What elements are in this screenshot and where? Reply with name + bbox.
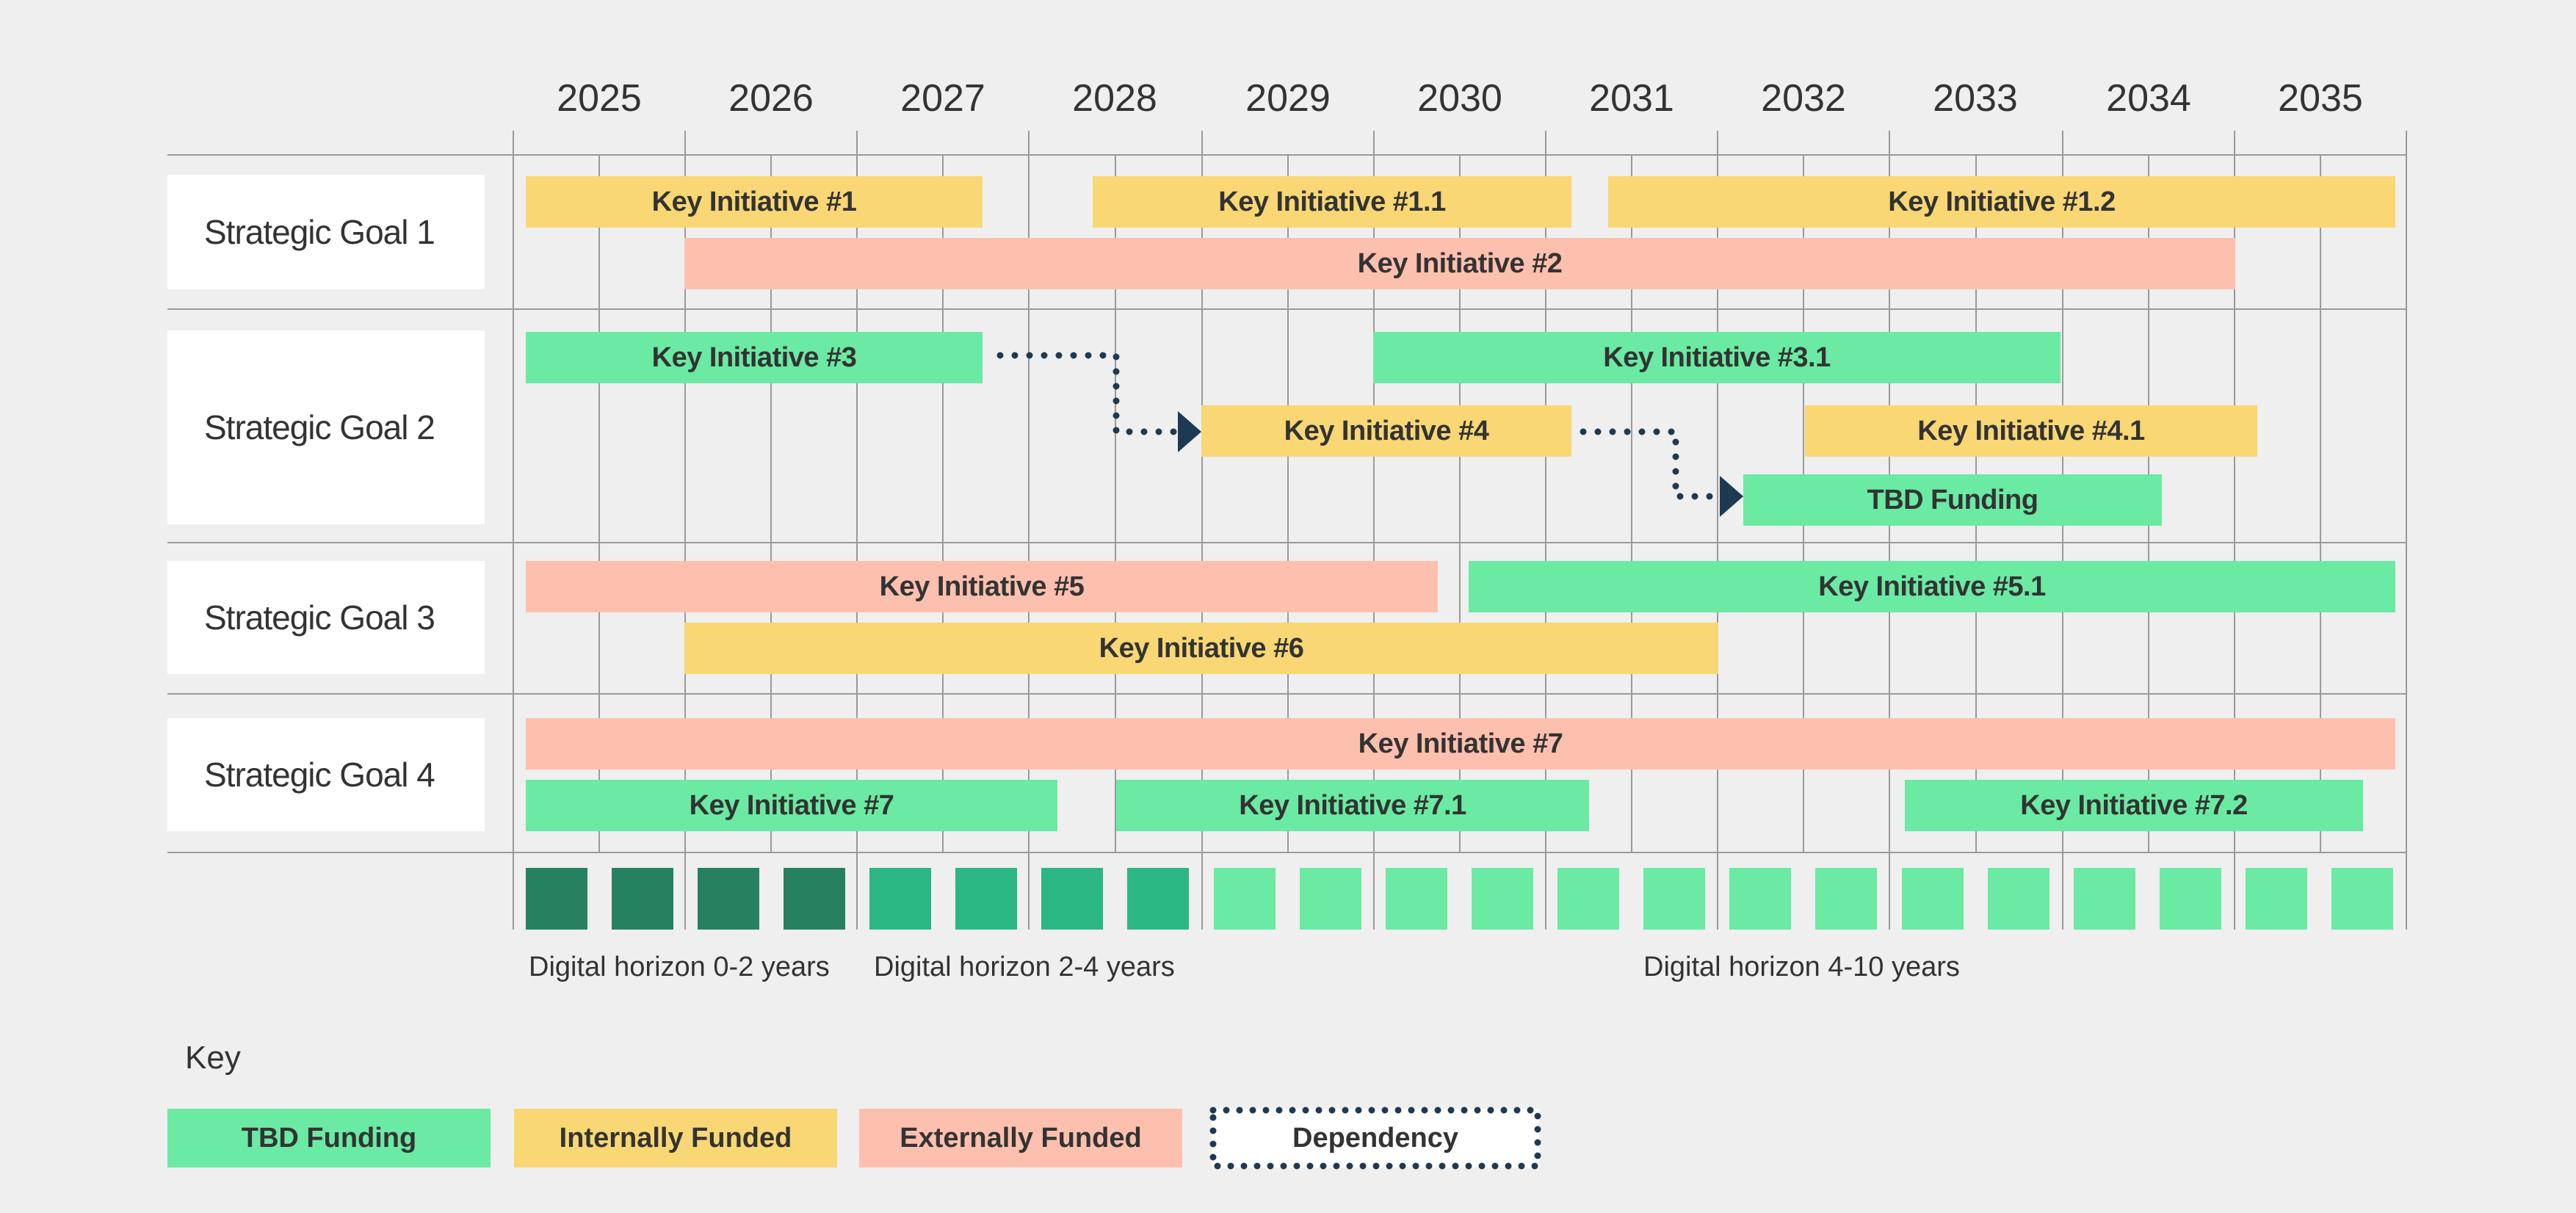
grid-line [2062, 131, 2063, 930]
grid-line [1115, 154, 1116, 852]
horizon-square-far [1386, 868, 1447, 930]
row-divider [167, 693, 2407, 695]
horizon-square-far [1815, 868, 1877, 930]
initiative-bar-7-2: Key Initiative #7.2 [1905, 780, 2363, 831]
initiative-bar-5: Key Initiative #5 [526, 561, 1438, 612]
year-label: 2034 [2106, 77, 2191, 120]
row-divider [167, 308, 2407, 310]
dependency-arrow-3-to-4 [996, 352, 1201, 452]
grid-line [1201, 131, 1203, 930]
legend-externally-funded: Externally Funded [859, 1109, 1182, 1167]
grid-line [856, 131, 858, 930]
grid-line [770, 154, 772, 852]
horizon-square-far [1902, 868, 1964, 930]
year-label: 2030 [1417, 77, 1502, 120]
grid-line [598, 154, 600, 852]
dependency-arrow-4-to-tbd [1580, 428, 1743, 517]
horizon-square-far [2160, 868, 2221, 930]
year-label: 2025 [557, 77, 642, 120]
horizon-square-near [612, 868, 673, 930]
strategic-goal-4: Strategic Goal 4 [167, 718, 485, 831]
legend-tbd-funding: TBD Funding [167, 1109, 491, 1167]
initiative-bar-7: Key Initiative #7 [526, 718, 2395, 770]
grid-line [1459, 154, 1461, 852]
grid-line [1287, 154, 1289, 852]
initiative-bar-3: Key Initiative #3 [526, 332, 983, 383]
grid-line [1028, 131, 1030, 930]
horizon-square-far [1214, 868, 1276, 930]
grid-line [2234, 131, 2235, 930]
grid-line [2320, 154, 2321, 852]
initiative-bar-7-1: Key Initiative #7.1 [1116, 780, 1589, 831]
horizon-square-mid [1041, 868, 1103, 930]
horizon-square-near [526, 868, 587, 930]
year-label: 2027 [900, 77, 985, 120]
horizon-square-far [1300, 868, 1361, 930]
year-label: 2028 [1072, 77, 1157, 120]
initiative-bar-2: Key Initiative #2 [684, 238, 2235, 289]
legend-dependency: Dependency [1212, 1109, 1539, 1167]
grid-line [1717, 131, 1718, 930]
grid-line [2406, 131, 2407, 930]
strategic-goal-3: Strategic Goal 3 [167, 561, 485, 674]
horizon-square-far [1472, 868, 1533, 930]
horizon-square-far [2246, 868, 2307, 930]
year-label: 2031 [1589, 77, 1674, 120]
year-label: 2033 [1933, 77, 2018, 120]
grid-line [942, 154, 944, 852]
horizon-square-far [2074, 868, 2135, 930]
horizon-square-near [698, 868, 759, 930]
initiative-bar-4: Key Initiative #4 [1201, 405, 1571, 457]
tbd-funding-bar: TBD Funding [1743, 474, 2162, 526]
grid-line [1545, 131, 1546, 930]
initiative-bar-7-tbd: Key Initiative #7 [526, 780, 1057, 831]
year-label: 2026 [728, 77, 814, 120]
horizon-square-far [1729, 868, 1791, 930]
horizon-square-far [1988, 868, 2049, 930]
horizon-square-mid [1127, 868, 1189, 930]
horizon-label-mid: Digital horizon 2-4 years [874, 952, 1175, 982]
legend-internally-funded: Internally Funded [514, 1109, 837, 1167]
year-label: 2029 [1245, 77, 1331, 120]
grid-line [1373, 131, 1375, 930]
horizon-square-far [1643, 868, 1705, 930]
year-label: 2035 [2278, 77, 2363, 120]
horizon-square-far [2331, 868, 2393, 930]
horizon-square-mid [955, 868, 1017, 930]
grid-line [513, 131, 514, 930]
initiative-bar-6: Key Initiative #6 [684, 623, 1718, 674]
initiative-bar-5-1: Key Initiative #5.1 [1469, 561, 2395, 612]
year-label: 2032 [1761, 77, 1846, 120]
horizon-square-near [784, 868, 845, 930]
row-divider [167, 542, 2407, 543]
grid-line [684, 131, 686, 930]
row-divider [167, 154, 2407, 156]
grid-line [1889, 131, 1890, 930]
initiative-bar-3-1: Key Initiative #3.1 [1373, 332, 2061, 383]
strategic-goal-1: Strategic Goal 1 [167, 175, 485, 289]
strategic-goal-2: Strategic Goal 2 [167, 330, 485, 524]
initiative-bar-4-1: Key Initiative #4.1 [1805, 405, 2257, 457]
legend-title: Key [185, 1040, 241, 1076]
horizon-label-near: Digital horizon 0-2 years [529, 952, 830, 982]
initiative-bar-1-1: Key Initiative #1.1 [1093, 176, 1571, 228]
row-divider [167, 852, 2407, 853]
horizon-label-far: Digital horizon 4-10 years [1643, 952, 1960, 982]
horizon-square-far [1557, 868, 1619, 930]
grid-line [1631, 154, 1632, 852]
initiative-bar-1: Key Initiative #1 [526, 176, 983, 228]
horizon-square-mid [869, 868, 931, 930]
initiative-bar-1-2: Key Initiative #1.2 [1608, 176, 2395, 228]
